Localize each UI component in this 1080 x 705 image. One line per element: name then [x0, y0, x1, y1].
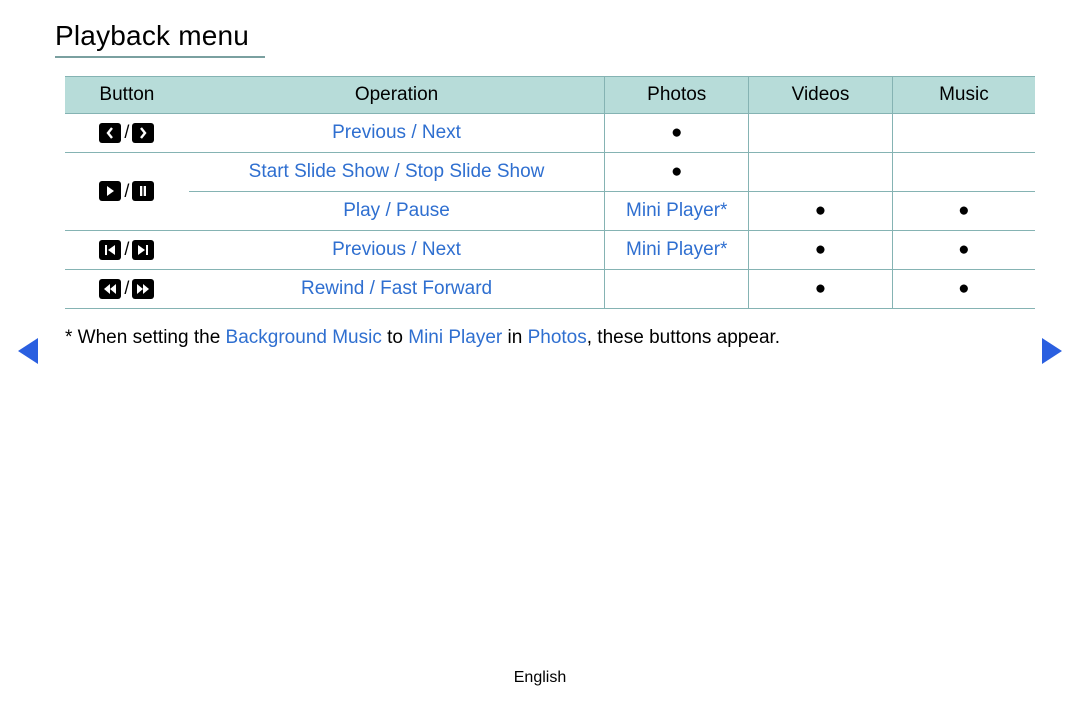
videos-cell — [749, 114, 893, 153]
footnote-part: , these buttons appear. — [587, 327, 780, 348]
operation-cell: Previous / Next — [189, 114, 605, 153]
playback-table: Button Operation Photos Videos Music / P… — [65, 76, 1035, 309]
chevron-right-icon — [132, 123, 154, 143]
footer-language: English — [0, 669, 1080, 687]
music-cell: ● — [892, 192, 1035, 231]
prev-page-arrow[interactable] — [18, 338, 38, 364]
skip-next-icon — [132, 240, 154, 260]
operation-cell: Start Slide Show / Stop Slide Show — [189, 153, 605, 192]
photos-cell: Mini Player* — [605, 192, 749, 231]
table-row: / Previous / Next ● — [65, 114, 1035, 153]
fast-forward-icon — [132, 279, 154, 299]
col-header-videos: Videos — [749, 77, 893, 114]
play-icon — [99, 181, 121, 201]
col-header-button: Button — [65, 77, 189, 114]
videos-cell: ● — [749, 270, 893, 309]
music-cell — [892, 114, 1035, 153]
footnote-part: Mini Player — [408, 327, 502, 348]
table-row: / Rewind / Fast Forward ● ● — [65, 270, 1035, 309]
footnote-part: in — [502, 327, 527, 348]
slash: / — [121, 278, 132, 299]
photos-cell — [605, 270, 749, 309]
page-title: Playback menu — [55, 20, 1025, 52]
col-header-music: Music — [892, 77, 1035, 114]
music-cell — [892, 153, 1035, 192]
button-cell: / — [65, 114, 189, 153]
operation-cell: Previous / Next — [189, 231, 605, 270]
footnote: * When setting the Background Music to M… — [65, 327, 1025, 349]
rewind-icon — [99, 279, 121, 299]
col-header-photos: Photos — [605, 77, 749, 114]
slash: / — [121, 122, 132, 143]
footnote-part: Photos — [528, 327, 587, 348]
videos-cell: ● — [749, 231, 893, 270]
photos-cell: ● — [605, 153, 749, 192]
music-cell: ● — [892, 270, 1035, 309]
operation-cell: Rewind / Fast Forward — [189, 270, 605, 309]
table-row: / Previous / Next Mini Player* ● ● — [65, 231, 1035, 270]
col-header-operation: Operation — [189, 77, 605, 114]
footnote-part: Background Music — [226, 327, 382, 348]
button-cell: / — [65, 270, 189, 309]
photos-cell: ● — [605, 114, 749, 153]
table-row: Play / Pause Mini Player* ● ● — [65, 192, 1035, 231]
videos-cell: ● — [749, 192, 893, 231]
videos-cell — [749, 153, 893, 192]
slash: / — [121, 239, 132, 260]
photos-cell: Mini Player* — [605, 231, 749, 270]
button-cell: / — [65, 231, 189, 270]
skip-prev-icon — [99, 240, 121, 260]
next-page-arrow[interactable] — [1042, 338, 1062, 364]
table-header-row: Button Operation Photos Videos Music — [65, 77, 1035, 114]
footnote-part: to — [382, 327, 408, 348]
operation-cell: Play / Pause — [189, 192, 605, 231]
music-cell: ● — [892, 231, 1035, 270]
slash: / — [121, 181, 132, 202]
chevron-left-icon — [99, 123, 121, 143]
button-cell: / — [65, 153, 189, 231]
title-underline — [55, 56, 265, 58]
pause-icon — [132, 181, 154, 201]
table-row: / Start Slide Show / Stop Slide Show ● — [65, 153, 1035, 192]
footnote-part: * When setting the — [65, 327, 226, 348]
